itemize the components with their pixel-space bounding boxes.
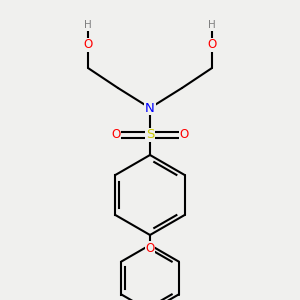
Text: H: H xyxy=(208,20,216,30)
Text: O: O xyxy=(207,38,217,52)
Text: N: N xyxy=(145,101,155,115)
Text: O: O xyxy=(179,128,189,142)
Text: S: S xyxy=(146,128,154,142)
Text: H: H xyxy=(84,20,92,30)
Text: O: O xyxy=(83,38,93,52)
Text: O: O xyxy=(111,128,121,142)
Text: O: O xyxy=(146,242,154,254)
